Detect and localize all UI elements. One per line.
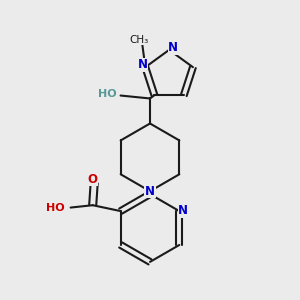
Text: CH₃: CH₃ bbox=[130, 35, 149, 45]
Text: N: N bbox=[168, 41, 178, 54]
Text: N: N bbox=[178, 204, 188, 217]
Text: N: N bbox=[145, 185, 155, 198]
Text: HO: HO bbox=[46, 202, 64, 213]
Text: O: O bbox=[88, 172, 98, 185]
Text: N: N bbox=[137, 58, 147, 71]
Text: HO: HO bbox=[98, 89, 116, 99]
